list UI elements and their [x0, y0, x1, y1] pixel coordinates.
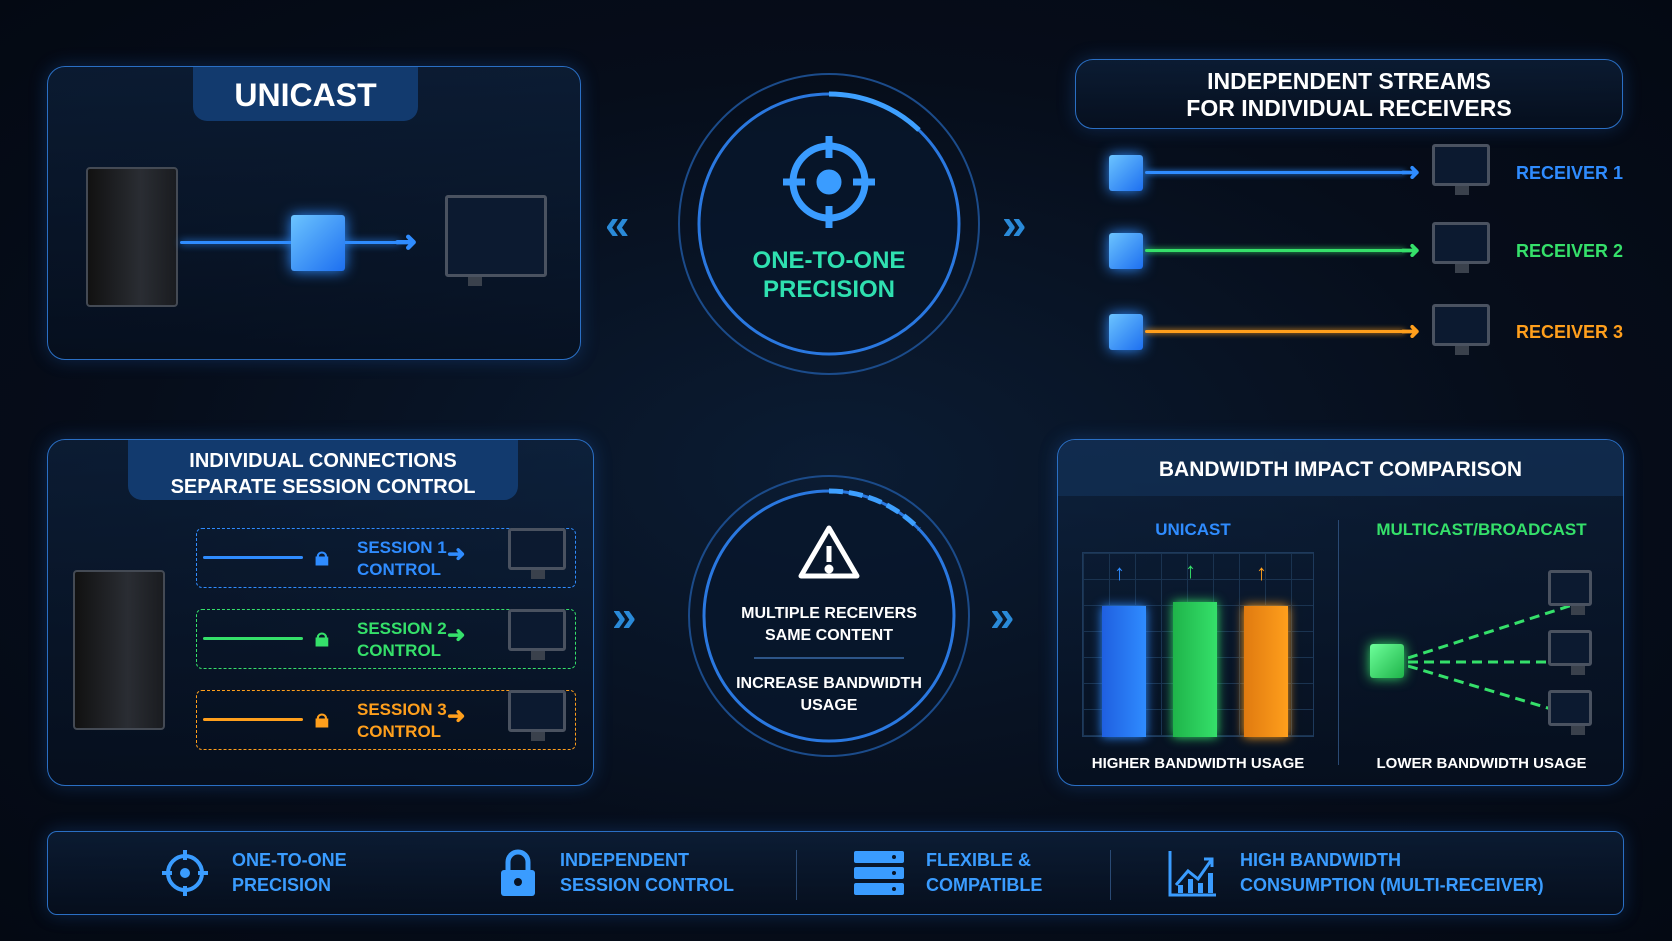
footer-item-line2: SESSION CONTROL [560, 875, 735, 895]
warning-line2: SAME CONTENT [765, 627, 893, 644]
warning-line1: MULTIPLE RECEIVERS [741, 605, 917, 622]
server-icon [73, 570, 165, 730]
arrow-up-icon: ↑ [1114, 560, 1125, 585]
monitor-icon [1432, 304, 1490, 355]
packet-cube-icon [1109, 155, 1143, 191]
unicast-title: UNICAST [234, 77, 377, 113]
arrow-icon: ➜ [1400, 159, 1421, 186]
monitor-icon [508, 528, 566, 579]
chevron-right-icon: » [990, 592, 1015, 641]
server-stack-icon [854, 851, 904, 895]
monitor-icon [1432, 144, 1490, 195]
monitor-icon [508, 609, 566, 660]
higher-usage-caption: HIGHER BANDWIDTH USAGE [1091, 755, 1305, 772]
session-1: 🔒︎ SESSION 1 CONTROL ➜ [196, 528, 576, 588]
bandwidth-title: BANDWIDTH IMPACT COMPARISON [1158, 458, 1523, 481]
footer-item-line2: COMPATIBLE [926, 875, 1043, 895]
footer-item-line1: INDEPENDENT [560, 850, 690, 870]
lower-usage-caption: LOWER BANDWIDTH USAGE [1376, 755, 1587, 772]
chevron-right-icon: » [1002, 200, 1027, 249]
arrow-up-icon: ↑ [1256, 560, 1267, 585]
lock-icon: 🔒︎ [315, 703, 329, 733]
arrow-up-icon: ↑ [1185, 558, 1196, 583]
packet-cube-icon [1109, 233, 1143, 269]
receiver-1-label: RECEIVER 1 [1516, 163, 1624, 183]
footer-item-session-control: INDEPENDENT SESSION CONTROL [498, 848, 734, 898]
crosshair-icon [783, 136, 875, 228]
sessions-title-line2: SEPARATE SESSION CONTROL [170, 476, 476, 498]
monitor-icon [508, 690, 566, 741]
session-3-line1: SESSION 3 [357, 700, 447, 719]
packet-cube-icon [1109, 314, 1143, 350]
receiver-2-label: RECEIVER 2 [1516, 241, 1624, 261]
footer-item-flexible: FLEXIBLE & COMPATIBLE [854, 848, 1042, 898]
session-3-line2: CONTROL [357, 722, 442, 741]
monitor-icon [1432, 222, 1490, 273]
session-2: 🔒︎ SESSION 2 CONTROL ➜ [196, 609, 576, 669]
monitor-icon [1548, 630, 1592, 675]
precision-label-line2: PRECISION [762, 276, 896, 303]
footer-item-line2: CONSUMPTION (MULTI-RECEIVER) [1240, 875, 1544, 895]
lock-icon: 🔒︎ [315, 622, 329, 652]
bar-orange [1244, 606, 1288, 737]
footer-item-bandwidth: HIGH BANDWIDTH CONSUMPTION (MULTI-RECEIVE… [1168, 848, 1544, 898]
footer-item-line1: HIGH BANDWIDTH [1240, 850, 1401, 870]
warning-line4: USAGE [800, 697, 858, 714]
footer-item-precision: ONE-TO-ONE PRECISION [160, 848, 347, 898]
bar-green [1173, 602, 1217, 737]
bandwidth-ring [688, 475, 970, 757]
bar-blue [1102, 606, 1146, 737]
arrow-icon: ➜ [394, 226, 418, 257]
bandwidth-warning-text: MULTIPLE RECEIVERS SAME CONTENT INCREASE… [679, 603, 979, 717]
unicast-panel: UNICAST ➜ [47, 66, 581, 360]
multicast-cube-icon [1370, 644, 1404, 678]
crosshair-icon [162, 850, 208, 896]
monitor-icon [445, 195, 547, 286]
session-1-line2: CONTROL [357, 560, 442, 579]
receiver-3-label: RECEIVER 3 [1516, 322, 1624, 342]
precision-label: ONE-TO-ONE PRECISION [669, 246, 989, 304]
arrow-icon: ➜ [447, 541, 466, 566]
arrow-icon: ➜ [447, 703, 466, 728]
precision-label-line1: ONE-TO-ONE [752, 247, 906, 274]
monitor-icon [1548, 690, 1592, 735]
arrow-icon: ➜ [447, 622, 466, 647]
stream-line [180, 241, 400, 244]
streams-header: INDEPENDENT STREAMS FOR INDIVIDUAL RECEI… [1075, 59, 1623, 129]
session-2-line1: SESSION 2 [357, 619, 447, 638]
precision-ring [678, 73, 980, 375]
packet-cube-icon [291, 215, 345, 271]
session-1-line1: SESSION 1 [357, 538, 447, 557]
sessions-title-line1: INDIVIDUAL CONNECTIONS [189, 450, 457, 472]
streams-title-line1: INDEPENDENT STREAMS [1207, 68, 1491, 94]
footer-item-line2: PRECISION [232, 875, 332, 895]
bandwidth-panel: BANDWIDTH IMPACT COMPARISON UNICAST MULT… [1057, 439, 1624, 786]
multicast-subtitle: MULTICAST/BROADCAST [1376, 520, 1587, 539]
arrow-icon: ➜ [1400, 318, 1421, 345]
sessions-panel: INDIVIDUAL CONNECTIONS SEPARATE SESSION … [47, 439, 594, 786]
lock-icon: 🔒︎ [315, 541, 329, 571]
warning-icon [798, 525, 860, 579]
lock-icon [501, 849, 535, 896]
chart-up-icon [1168, 851, 1216, 897]
session-2-line2: CONTROL [357, 641, 442, 660]
footer-item-line1: ONE-TO-ONE [232, 850, 347, 870]
server-icon [86, 167, 178, 307]
footer-item-line1: FLEXIBLE & [926, 850, 1032, 870]
streams-title-line2: FOR INDIVIDUAL RECEIVERS [1186, 95, 1512, 121]
warning-line3: INCREASE BANDWIDTH [736, 675, 922, 692]
chevron-left-icon: « [605, 200, 630, 249]
arrow-icon: ➜ [1400, 237, 1421, 264]
chevron-right-icon: » [612, 592, 637, 641]
session-3: 🔒︎ SESSION 3 CONTROL ➜ [196, 690, 576, 750]
footer-bar: ONE-TO-ONE PRECISION INDEPENDENT SESSION C… [47, 831, 1624, 915]
unicast-subtitle: UNICAST [1155, 520, 1231, 539]
monitor-icon [1548, 570, 1592, 615]
